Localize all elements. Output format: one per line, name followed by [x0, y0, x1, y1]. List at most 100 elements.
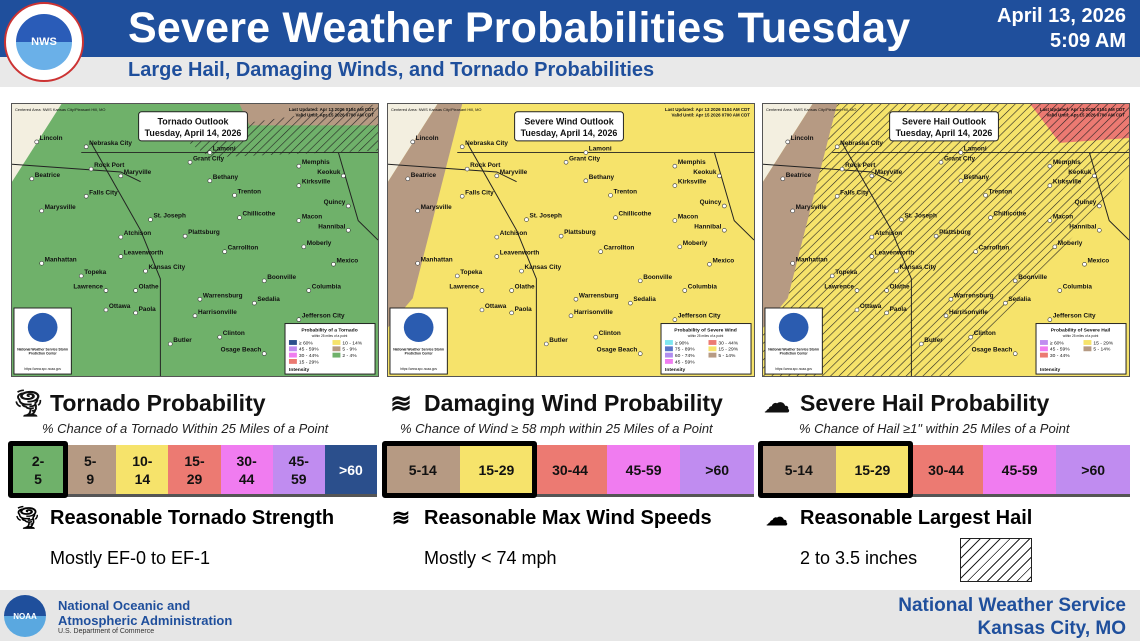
legend-swatch — [1083, 340, 1092, 345]
city-label: Falls City — [83, 189, 118, 199]
city-marker — [296, 317, 302, 322]
legend-label: 30 - 44% — [1050, 353, 1070, 359]
city-marker — [613, 215, 618, 220]
city-name: Moberly — [1058, 240, 1083, 247]
city-name: Lawrence — [73, 284, 103, 291]
legend-label: 5 - 14% — [718, 353, 736, 359]
city-marker — [494, 254, 500, 259]
city-name: Paola — [139, 306, 157, 313]
city-marker — [958, 178, 964, 183]
current-risk-highlight — [758, 441, 914, 498]
scale-cell: 10- 14 — [116, 445, 169, 494]
city-label: Quincy — [324, 199, 351, 209]
city-name: Plattsburg — [564, 229, 596, 236]
noaa-name-line2: Atmospheric Administration — [58, 613, 233, 628]
city-marker — [29, 176, 35, 182]
city-name: Lincoln — [791, 135, 814, 142]
city-name: Bethany — [964, 174, 990, 181]
noaa-caption: National Weather Service Storm Predictio… — [17, 347, 69, 356]
city-marker — [854, 288, 860, 293]
strength-value: Mostly EF-0 to EF-1 — [50, 548, 211, 568]
city-name: Boonville — [1018, 274, 1047, 281]
city-label: Hannibal — [1069, 223, 1102, 233]
city-marker — [785, 139, 791, 145]
city-label: Bethany — [207, 174, 239, 183]
page-subtitle: Large Hail, Damaging Winds, and Tornado … — [128, 59, 655, 81]
city-label: Leavenworth — [869, 250, 914, 259]
city-label: Leavenworth — [494, 250, 539, 259]
city-marker — [331, 262, 336, 267]
city-name: Kansas City — [900, 264, 937, 271]
scale-cell: 30- 44 — [220, 445, 273, 494]
legend-label: 15 - 29% — [299, 359, 319, 365]
city-name: Maryville — [500, 169, 528, 176]
city-label: Grant City — [187, 155, 225, 165]
section-title: Tornado Probability — [50, 390, 266, 416]
city-name: Jefferson City — [678, 313, 721, 320]
section-title: Severe Hail Probability — [800, 390, 1050, 416]
city-name: Trenton — [238, 188, 262, 195]
map-date: Tuesday, April 14, 2026 — [896, 128, 993, 138]
centered-area: Centered Area: NWS Kansas City/Pleasant … — [391, 107, 481, 112]
city-name: Nebraska City — [465, 140, 508, 147]
city-marker — [973, 249, 978, 254]
city-label: Beatrice — [29, 172, 61, 182]
page-title: Severe Weather Probabilities Tuesday — [128, 4, 911, 52]
city-marker — [722, 203, 727, 209]
centered-area: Centered Area: NWS Kansas City/Pleasant … — [15, 107, 105, 112]
intensity-label: Intensity — [289, 367, 310, 373]
city-marker — [707, 262, 712, 267]
city-label: Trenton — [608, 188, 637, 198]
city-name: Hannibal — [318, 223, 345, 230]
city-name: Clinton — [974, 330, 996, 337]
state-border — [841, 142, 912, 376]
scale-cell: 2- 5 — [12, 445, 65, 494]
legend-label: ≥ 90% — [675, 340, 690, 346]
city-label: Kansas City — [894, 264, 937, 274]
city-label: Columbia — [306, 284, 341, 293]
legend-swatch — [288, 359, 297, 364]
city-marker — [103, 288, 109, 293]
legend-label: 10 - 14% — [342, 340, 362, 346]
scale-cell: 15-29 — [835, 445, 910, 494]
city-marker — [968, 334, 974, 340]
city-name: Carrollton — [604, 245, 635, 252]
noaa-caption: National Weather Service Storm Predictio… — [393, 347, 445, 356]
city-marker — [672, 218, 678, 223]
city-name: Kirksville — [678, 179, 707, 186]
last-updated: Last Updated: Apr 13 2026 0104 AM CDT — [1040, 107, 1125, 112]
scale-cell: 15-29 — [459, 445, 534, 494]
city-marker — [1097, 203, 1102, 209]
state-border — [466, 142, 537, 376]
legend-swatch — [288, 340, 297, 345]
city-label: Olathe — [509, 284, 535, 293]
city-name: Ottawa — [485, 303, 507, 310]
legend-label: 45 - 59% — [299, 347, 319, 353]
city-label: Manhattan — [790, 256, 828, 266]
city-marker — [207, 178, 213, 183]
city-name: Olathe — [890, 284, 910, 291]
city-name: Paola — [515, 306, 533, 313]
noaa-caption-box: National Weather Service Storm Predictio… — [17, 347, 69, 356]
city-name: Atchison — [124, 230, 152, 237]
city-name: Quincy — [700, 199, 722, 206]
city-label: Mexico — [331, 257, 358, 267]
city-marker — [182, 233, 188, 239]
city-name: Chillicothe — [993, 211, 1026, 218]
nws-logo-emblem: NWS — [16, 14, 72, 70]
city-name: Macon — [678, 214, 698, 221]
dept-commerce: U.S. Department of Commerce — [58, 628, 155, 635]
city-label: Topeka — [454, 269, 483, 279]
city-marker — [543, 341, 549, 347]
city-marker — [1047, 183, 1053, 188]
scale-cell: 45-59 — [982, 445, 1057, 494]
city-name: Mexico — [1087, 257, 1109, 264]
city-marker — [148, 217, 153, 222]
city-label: Butler — [543, 337, 568, 347]
city-name: Topeka — [84, 269, 106, 276]
intensity-hatch — [763, 104, 1129, 376]
legend-label: 75 - 89% — [675, 347, 695, 353]
city-label: St. Joseph — [524, 213, 562, 222]
legend-subtitle: within 25 miles of a point — [312, 334, 348, 338]
